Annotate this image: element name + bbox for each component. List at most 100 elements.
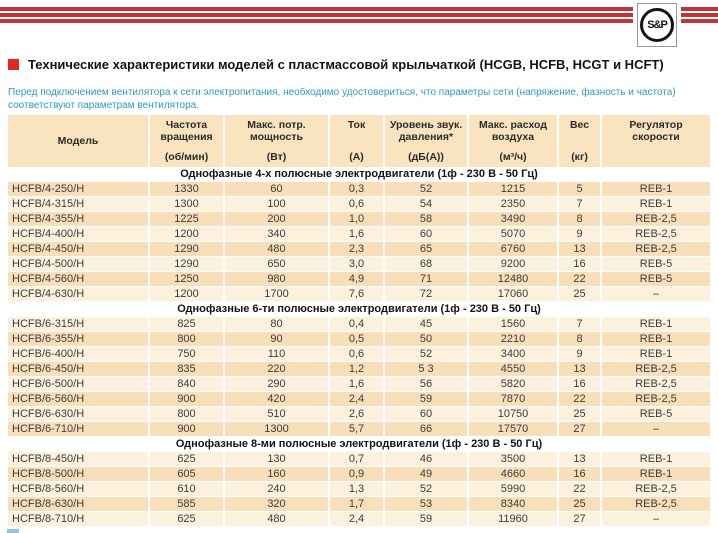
table-row: HCFB/6-560/H 900 420 2,4 59 7870 22 REB-2,5	[8, 392, 710, 407]
sp-logo-circle: S&P	[640, 8, 674, 42]
cell-power: 220	[223, 362, 328, 376]
cell-rpm: 1200	[148, 227, 223, 241]
cell-airflow: 7870	[467, 392, 557, 406]
cell-model: HCFB/8-630/H	[8, 497, 148, 511]
cell-noise: 65	[383, 242, 467, 256]
cell-model: HCFB/4-630/H	[8, 287, 148, 301]
cell-airflow: 3490	[467, 212, 557, 226]
cell-current: 1,7	[328, 497, 383, 511]
column-header-label: Макс. расход воздуха	[479, 119, 547, 143]
cell-weight: 25	[557, 407, 600, 421]
cell-weight: 25	[557, 497, 600, 511]
column-header-label: Макс. потр. мощность	[247, 119, 306, 143]
cell-rpm: 625	[148, 452, 223, 466]
cell-rpm: 1330	[148, 182, 223, 196]
cell-airflow: 3500	[467, 452, 557, 466]
column-header-airflow: Макс. расход воздуха (м³/ч)	[467, 115, 557, 167]
cell-noise: 54	[383, 197, 467, 211]
table-row: HCFB/4-630/H 1200 1700 7,6 72 17060 25–	[8, 287, 710, 302]
cell-model: HCFB/4-500/H	[8, 257, 148, 271]
cell-regulator: REB-1	[600, 317, 710, 331]
cell-rpm: 825	[148, 317, 223, 331]
cell-current: 1,6	[328, 377, 383, 391]
cell-current: 7,6	[328, 287, 383, 301]
brand-stripes	[0, 7, 718, 25]
table-row: HCFB/6-710/H 900 1300 5,7 66 17570 27–	[8, 422, 710, 437]
cell-current: 2,4	[328, 512, 383, 526]
column-header-label: Уровень звук. давления*	[389, 119, 463, 143]
cell-weight: 8	[557, 332, 600, 346]
cell-power: 650	[223, 257, 328, 271]
cell-regulator: REB-1	[600, 467, 710, 481]
cell-regulator: REB-2,5	[600, 377, 710, 391]
cell-airflow: 3400	[467, 347, 557, 361]
cell-power: 200	[223, 212, 328, 226]
cell-model: HCFB/4-450/H	[8, 242, 148, 256]
cell-weight: 7	[557, 197, 600, 211]
cell-regulator: REB-5	[600, 272, 710, 286]
cell-weight: 16	[557, 467, 600, 481]
table-row: HCFB/8-630/H 585 320 1,7 53 8340 25 REB-2,5	[8, 497, 710, 512]
cell-model: HCFB/6-450/H	[8, 362, 148, 376]
cell-current: 4,9	[328, 272, 383, 286]
cell-rpm: 800	[148, 407, 223, 421]
cell-weight: 13	[557, 362, 600, 376]
column-header-unit: (м³/ч)	[499, 150, 527, 163]
cell-noise: 72	[383, 287, 467, 301]
cell-regulator: REB-5	[600, 257, 710, 271]
cell-model: HCFB/6-710/H	[8, 422, 148, 436]
table-row: HCFB/4-315/H 1300 100 0,6 54 2350 7 REB-1	[8, 197, 710, 212]
cell-airflow: 2350	[467, 197, 557, 211]
cell-regulator: REB-1	[600, 332, 710, 346]
cell-airflow: 8340	[467, 497, 557, 511]
cell-airflow: 4660	[467, 467, 557, 481]
column-header-power: Макс. потр. мощность (Вт)	[223, 115, 328, 167]
cell-current: 3,0	[328, 257, 383, 271]
table-row: HCFB/4-355/H 1225 200 1,0 58 3490 8 REB-2,5	[8, 212, 710, 227]
cell-regulator: –	[600, 422, 710, 436]
cell-model: HCFB/4-355/H	[8, 212, 148, 226]
column-header-weight: Вес (кг)	[557, 115, 600, 167]
cell-model: HCFB/4-315/H	[8, 197, 148, 211]
cell-airflow: 2210	[467, 332, 557, 346]
cell-rpm: 585	[148, 497, 223, 511]
cell-airflow: 5820	[467, 377, 557, 391]
table-row: HCFB/8-450/H 625 130 0,7 46 3500 13 REB-1	[8, 452, 710, 467]
cell-weight: 27	[557, 422, 600, 436]
cell-noise: 5 3	[383, 362, 467, 376]
column-header-label: Вес	[569, 119, 590, 131]
cell-weight: 13	[557, 452, 600, 466]
column-header-label: Регулятор скорости	[629, 119, 683, 143]
cell-power: 100	[223, 197, 328, 211]
cell-rpm: 900	[148, 392, 223, 406]
cell-model: HCFB/6-500/H	[8, 377, 148, 391]
cell-rpm: 835	[148, 362, 223, 376]
cell-model: HCFB/6-630/H	[8, 407, 148, 421]
section-header: Однофазные 4-х полюсные электродвигатели…	[8, 167, 710, 182]
column-header-unit: (Вт)	[266, 150, 287, 163]
cell-current: 0,9	[328, 467, 383, 481]
cell-current: 0,6	[328, 197, 383, 211]
cell-rpm: 1225	[148, 212, 223, 226]
cell-model: HCFB/6-400/H	[8, 347, 148, 361]
cell-regulator: REB-1	[600, 197, 710, 211]
cell-regulator: REB-2,5	[600, 497, 710, 511]
table-row: HCFB/4-500/H 1290 650 3,0 68 9200 16 REB-5	[8, 257, 710, 272]
cell-rpm: 625	[148, 512, 223, 526]
cell-noise: 59	[383, 512, 467, 526]
cell-noise: 60	[383, 407, 467, 421]
sp-logo: S&P	[637, 3, 677, 47]
table-row: HCFB/4-560/H 1250 980 4,9 71 12480 22 REB-5	[8, 272, 710, 287]
column-header-unit: (А)	[349, 150, 364, 163]
cell-regulator: –	[600, 512, 710, 526]
cell-power: 60	[223, 182, 328, 196]
cell-rpm: 1290	[148, 242, 223, 256]
cell-rpm: 750	[148, 347, 223, 361]
section-header: Однофазные 6-ти полюсные электродвигател…	[8, 302, 710, 317]
page-title: Технические характеристики моделей с пла…	[28, 57, 664, 72]
cell-power: 80	[223, 317, 328, 331]
cell-power: 480	[223, 242, 328, 256]
brand-stripe	[0, 19, 718, 23]
cell-noise: 52	[383, 347, 467, 361]
cell-noise: 52	[383, 482, 467, 496]
